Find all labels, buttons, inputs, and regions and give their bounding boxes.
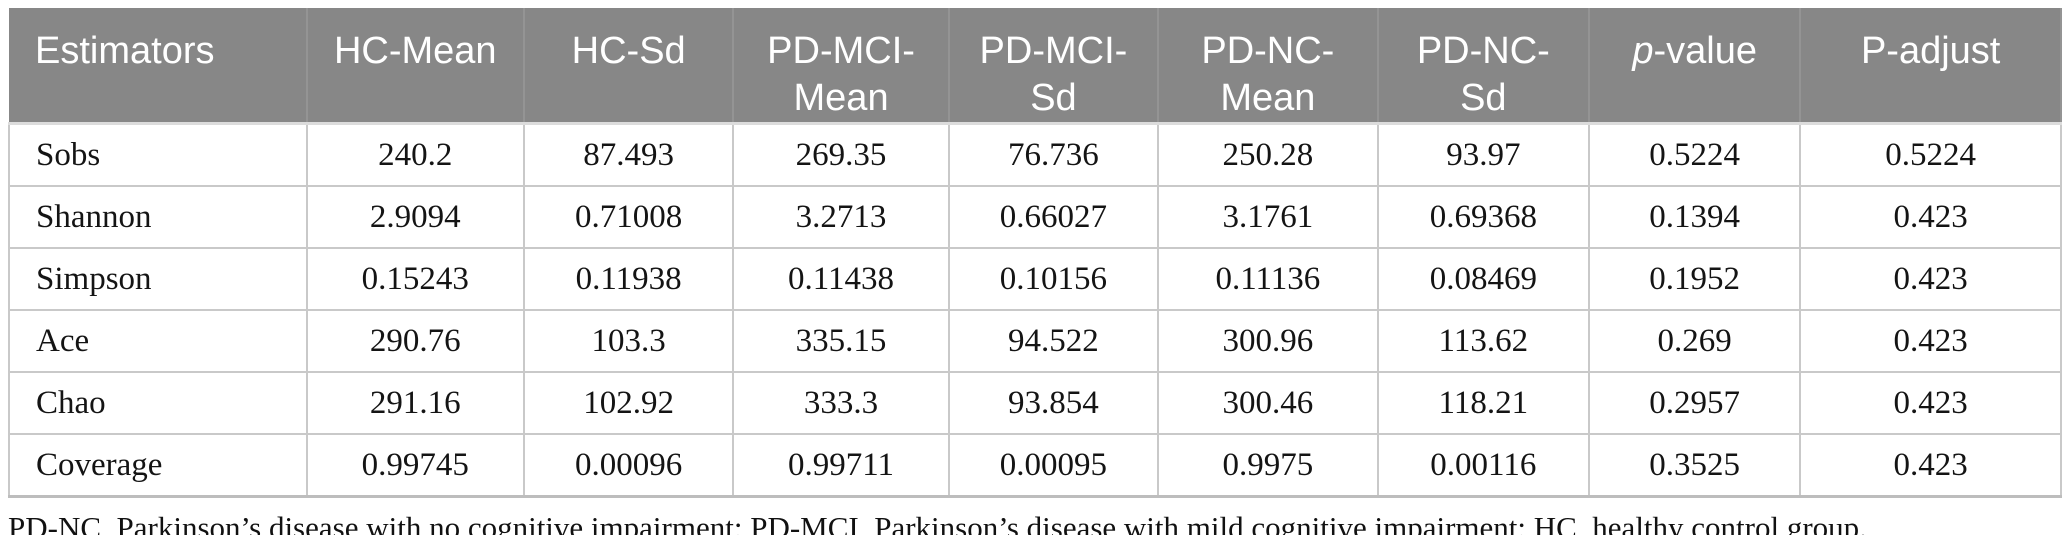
- column-header-label-line1: PD-MCI-: [979, 30, 1128, 72]
- value-cell: 2.9094: [305, 186, 526, 249]
- column-header-label: HC-Sd: [571, 30, 686, 72]
- column-header-hc-mean: HC-Mean: [306, 8, 526, 125]
- value-cell: 0.423: [1799, 372, 2062, 435]
- value-cell: 0.10156: [947, 248, 1160, 311]
- value-cell: 0.11438: [732, 248, 950, 311]
- value-cell: 0.269: [1587, 310, 1802, 373]
- value-cell: 113.62: [1376, 310, 1590, 373]
- value-cell: 0.1394: [1587, 186, 1802, 249]
- value-cell: 0.99711: [732, 434, 950, 498]
- value-cell: 0.11938: [523, 248, 735, 311]
- value-cell: 102.92: [523, 372, 735, 435]
- column-header-p-adjust: P-adjust: [1800, 8, 2062, 125]
- estimator-name-cell: Sobs: [8, 123, 308, 187]
- table-footnote: PD-NC, Parkinson’s disease with no cogni…: [8, 510, 1867, 535]
- value-cell: 0.1952: [1587, 248, 1802, 311]
- column-header-hc-sd: HC-Sd: [524, 8, 735, 125]
- value-cell: 0.9975: [1157, 434, 1379, 498]
- value-cell: 335.15: [732, 310, 950, 373]
- table-row-ace: Ace 290.76 103.3 335.15 94.522 300.96 11…: [8, 310, 2062, 373]
- column-header-pd-nc-sd: PD-NC- Sd: [1377, 8, 1590, 125]
- value-cell: 250.28: [1157, 123, 1379, 187]
- value-cell: 0.66027: [947, 186, 1160, 249]
- table-row-coverage: Coverage 0.99745 0.00096 0.99711 0.00095…: [8, 434, 2062, 498]
- estimator-name-cell: Ace: [8, 310, 308, 373]
- value-cell: 240.2: [305, 123, 526, 187]
- value-cell: 0.71008: [523, 186, 735, 249]
- value-cell: 300.46: [1157, 372, 1379, 435]
- table-header-row: Estimators HC-Mean HC-Sd PD-MCI- Mean PD…: [9, 8, 2062, 125]
- value-cell: 0.5224: [1799, 123, 2062, 187]
- estimator-name-cell: Chao: [8, 372, 308, 435]
- value-cell: 87.493: [523, 123, 735, 187]
- column-header-label-line2: Mean: [1220, 77, 1316, 119]
- column-header-label: Estimators: [35, 30, 215, 72]
- column-header-label-line1: PD-NC-: [1201, 30, 1335, 72]
- value-cell: 0.15243: [305, 248, 526, 311]
- column-header-pd-mci-sd: PD-MCI- Sd: [948, 8, 1160, 125]
- value-cell: 290.76: [305, 310, 526, 373]
- value-cell: 94.522: [947, 310, 1160, 373]
- value-cell: 291.16: [305, 372, 526, 435]
- value-cell: 3.2713: [732, 186, 950, 249]
- value-cell: 0.08469: [1376, 248, 1590, 311]
- column-header-label-line2: Mean: [793, 77, 889, 119]
- value-cell: 300.96: [1157, 310, 1379, 373]
- column-header-p-value: p-value: [1588, 8, 1802, 125]
- table-row-simpson: Simpson 0.15243 0.11938 0.11438 0.10156 …: [8, 248, 2062, 311]
- column-header-pd-nc-mean: PD-NC- Mean: [1158, 8, 1379, 125]
- value-cell: 3.1761: [1157, 186, 1379, 249]
- value-cell: 269.35: [732, 123, 950, 187]
- value-cell: 0.423: [1799, 248, 2062, 311]
- value-cell: 93.854: [947, 372, 1160, 435]
- estimator-name-cell: Coverage: [8, 434, 308, 498]
- column-header-pd-mci-mean: PD-MCI- Mean: [733, 8, 950, 125]
- column-header-label-italic-p: p: [1632, 30, 1654, 72]
- value-cell: 0.3525: [1587, 434, 1802, 498]
- value-cell: 0.2957: [1587, 372, 1802, 435]
- value-cell: 0.423: [1799, 186, 2062, 249]
- column-header-label-line2: Sd: [1030, 77, 1077, 119]
- table-row-chao: Chao 291.16 102.92 333.3 93.854 300.46 1…: [8, 372, 2062, 435]
- estimator-name-cell: Simpson: [8, 248, 308, 311]
- value-cell: 0.00095: [947, 434, 1160, 498]
- column-header-label-line2: Sd: [1460, 77, 1507, 119]
- value-cell: 0.00096: [523, 434, 735, 498]
- value-cell: 103.3: [523, 310, 735, 373]
- table-row-shannon: Shannon 2.9094 0.71008 3.2713 0.66027 3.…: [8, 186, 2062, 249]
- column-header-label-rest: -value: [1653, 30, 1757, 72]
- value-cell: 0.69368: [1376, 186, 1590, 249]
- column-header-label-line1: PD-MCI-: [767, 30, 915, 72]
- value-cell: 0.5224: [1587, 123, 1802, 187]
- value-cell: 76.736: [947, 123, 1160, 187]
- column-header-label-line1: PD-NC-: [1416, 30, 1550, 72]
- column-header-label: HC-Mean: [333, 30, 497, 72]
- value-cell: 93.97: [1376, 123, 1590, 187]
- value-cell: 0.11136: [1157, 248, 1379, 311]
- column-header-label: P-adjust: [1860, 30, 2001, 72]
- column-header-estimators: Estimators: [9, 8, 308, 125]
- value-cell: 0.423: [1799, 434, 2062, 498]
- estimator-name-cell: Shannon: [8, 186, 308, 249]
- value-cell: 118.21: [1376, 372, 1590, 435]
- value-cell: 0.423: [1799, 310, 2062, 373]
- table-row-sobs: Sobs 240.2 87.493 269.35 76.736 250.28 9…: [8, 123, 2062, 187]
- alpha-diversity-table: Estimators HC-Mean HC-Sd PD-MCI- Mean PD…: [8, 8, 2062, 498]
- value-cell: 333.3: [732, 372, 950, 435]
- value-cell: 0.00116: [1376, 434, 1590, 498]
- value-cell: 0.99745: [305, 434, 526, 498]
